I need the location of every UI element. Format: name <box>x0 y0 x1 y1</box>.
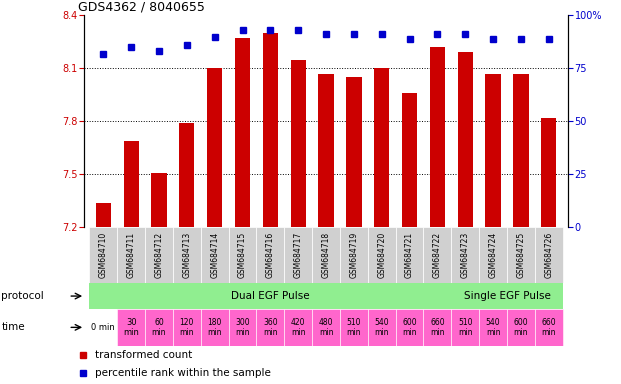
Bar <box>284 227 312 283</box>
Bar <box>507 227 535 283</box>
Bar <box>535 309 563 346</box>
Text: GSM684725: GSM684725 <box>517 232 525 278</box>
Text: GSM684722: GSM684722 <box>433 232 442 278</box>
Text: 360
min: 360 min <box>263 318 278 337</box>
Bar <box>368 227 396 283</box>
Bar <box>89 227 117 283</box>
Text: GSM684712: GSM684712 <box>155 232 163 278</box>
Text: GSM684716: GSM684716 <box>266 232 275 278</box>
Bar <box>89 309 117 346</box>
Text: GSM684726: GSM684726 <box>544 232 553 278</box>
Bar <box>291 60 306 227</box>
Bar <box>451 227 479 283</box>
Text: 660
min: 660 min <box>542 318 556 337</box>
Text: 660
min: 660 min <box>430 318 445 337</box>
Bar <box>229 227 256 283</box>
Text: GSM684719: GSM684719 <box>350 232 358 278</box>
Bar <box>173 309 201 346</box>
Bar <box>479 309 507 346</box>
Bar <box>374 68 389 227</box>
Bar <box>173 227 201 283</box>
Bar <box>396 309 424 346</box>
Bar <box>541 118 556 227</box>
Text: GSM684720: GSM684720 <box>377 232 386 278</box>
Text: GSM684721: GSM684721 <box>405 232 414 278</box>
Bar <box>124 141 139 227</box>
Text: 510
min: 510 min <box>347 318 361 337</box>
Text: GSM684711: GSM684711 <box>127 232 135 278</box>
Text: protocol: protocol <box>1 291 44 301</box>
Bar <box>479 227 507 283</box>
Text: 540
min: 540 min <box>486 318 501 337</box>
Bar <box>145 309 173 346</box>
Text: GSM684713: GSM684713 <box>183 232 191 278</box>
Bar <box>235 38 250 227</box>
Bar <box>117 227 145 283</box>
Text: time: time <box>1 322 25 333</box>
Text: 510
min: 510 min <box>458 318 473 337</box>
Text: GSM684718: GSM684718 <box>322 232 330 278</box>
Bar <box>117 309 145 346</box>
Bar <box>89 283 451 309</box>
Bar <box>347 77 361 227</box>
Text: 300
min: 300 min <box>235 318 250 337</box>
Bar <box>229 309 256 346</box>
Bar <box>535 227 563 283</box>
Bar <box>145 227 173 283</box>
Bar <box>340 227 368 283</box>
Bar <box>284 309 312 346</box>
Text: Dual EGF Pulse: Dual EGF Pulse <box>231 291 310 301</box>
Text: Single EGF Pulse: Single EGF Pulse <box>463 291 550 301</box>
Bar <box>507 309 535 346</box>
Bar <box>319 74 333 227</box>
Bar <box>263 33 278 227</box>
Text: GSM684717: GSM684717 <box>294 232 302 278</box>
Bar <box>256 227 284 283</box>
Text: GSM684714: GSM684714 <box>210 232 219 278</box>
Bar <box>486 74 501 227</box>
Bar <box>430 47 445 227</box>
Text: 180
min: 180 min <box>207 318 222 337</box>
Text: 0 min: 0 min <box>91 323 116 332</box>
Text: GSM684724: GSM684724 <box>489 232 497 278</box>
Bar <box>424 309 451 346</box>
Bar <box>201 227 229 283</box>
Text: 600
min: 600 min <box>514 318 528 337</box>
Bar <box>458 53 473 227</box>
Bar <box>179 123 194 227</box>
Text: transformed count: transformed count <box>95 350 192 360</box>
Bar <box>312 227 340 283</box>
Text: 420
min: 420 min <box>291 318 306 337</box>
Text: GSM684715: GSM684715 <box>238 232 247 278</box>
Text: 480
min: 480 min <box>319 318 333 337</box>
Text: GDS4362 / 8040655: GDS4362 / 8040655 <box>78 0 204 13</box>
Bar <box>368 309 396 346</box>
Text: percentile rank within the sample: percentile rank within the sample <box>95 368 271 378</box>
Bar <box>451 309 479 346</box>
Bar <box>424 227 451 283</box>
Text: GSM684710: GSM684710 <box>99 232 108 278</box>
Bar <box>256 309 284 346</box>
Text: GSM684723: GSM684723 <box>461 232 469 278</box>
Bar <box>402 93 417 227</box>
Bar <box>152 172 166 227</box>
Text: 60
min: 60 min <box>152 318 166 337</box>
Bar <box>451 283 563 309</box>
Text: 30
min: 30 min <box>123 318 139 337</box>
Text: 600
min: 600 min <box>402 318 417 337</box>
Bar <box>96 203 111 227</box>
Bar <box>312 309 340 346</box>
Text: 120
min: 120 min <box>179 318 194 337</box>
Bar <box>207 68 222 227</box>
Bar <box>340 309 368 346</box>
Text: 540
min: 540 min <box>374 318 389 337</box>
Bar <box>513 74 528 227</box>
Bar <box>396 227 424 283</box>
Bar <box>201 309 229 346</box>
